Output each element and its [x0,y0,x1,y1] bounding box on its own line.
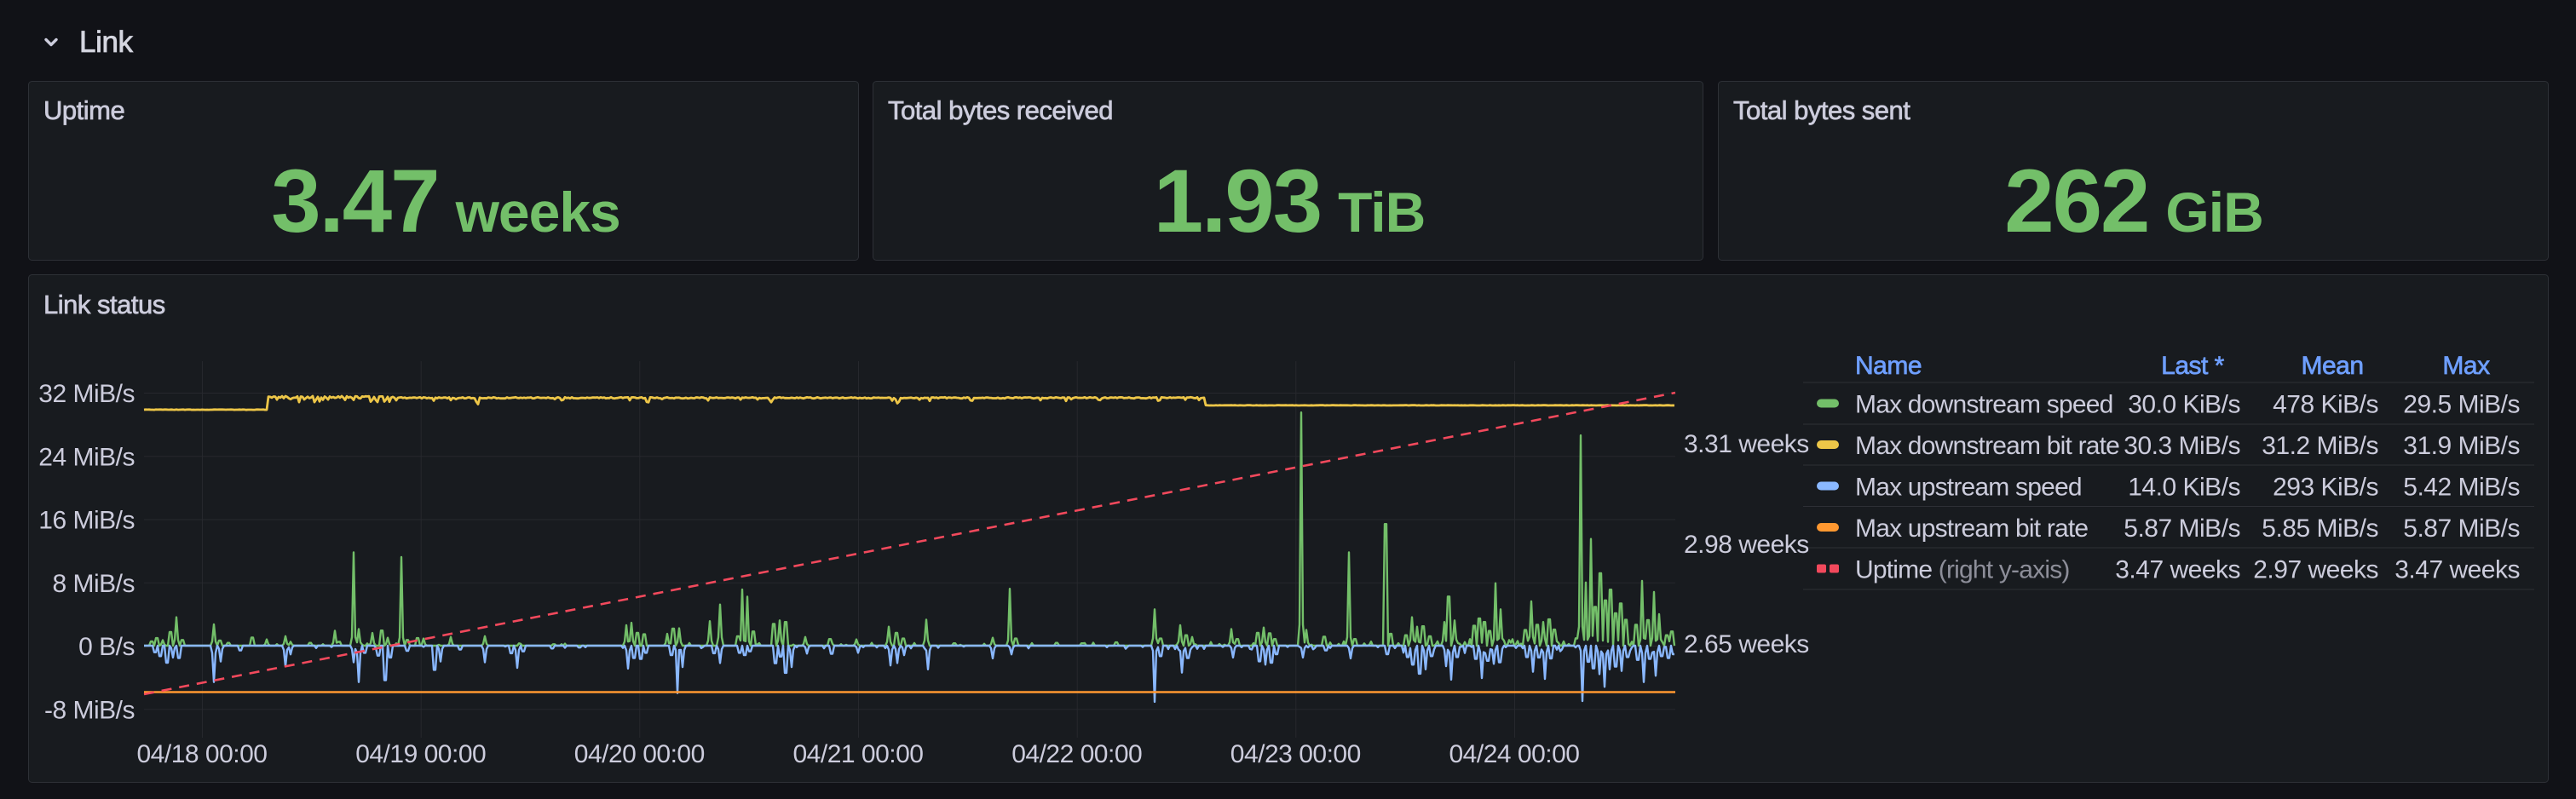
svg-text:Max upstream bit rate: Max upstream bit rate [1855,514,2088,543]
svg-text:293 KiB/s: 293 KiB/s [2273,474,2378,502]
svg-text:Mean: Mean [2301,352,2363,380]
svg-text:5.87 MiB/s: 5.87 MiB/s [2403,514,2520,543]
svg-text:3.47 weeks: 3.47 weeks [2115,556,2240,584]
svg-text:Uptime (right y-axis): Uptime (right y-axis) [1855,556,2070,584]
svg-text:5.87 MiB/s: 5.87 MiB/s [2124,514,2240,543]
svg-text:32 MiB/s: 32 MiB/s [38,380,135,408]
svg-text:Max downstream bit rate: Max downstream bit rate [1855,432,2119,460]
svg-text:Max: Max [2442,352,2490,380]
svg-text:8 MiB/s: 8 MiB/s [52,570,135,598]
svg-text:Total bytes sent: Total bytes sent [1733,95,1910,125]
svg-text:Max upstream speed: Max upstream speed [1855,474,2082,502]
svg-text:2.65 weeks: 2.65 weeks [1684,630,1809,658]
svg-text:5.85 MiB/s: 5.85 MiB/s [2262,514,2378,543]
svg-text:14.0 KiB/s: 14.0 KiB/s [2128,474,2240,502]
svg-text:31.2 MiB/s: 31.2 MiB/s [2262,432,2378,460]
svg-text:Last *: Last * [2161,352,2225,380]
svg-text:2.98 weeks: 2.98 weeks [1684,531,1809,559]
svg-text:2.97 weeks: 2.97 weeks [2253,556,2378,584]
svg-text:31.9 MiB/s: 31.9 MiB/s [2403,432,2520,460]
svg-text:04/23 00:00: 04/23 00:00 [1230,740,1361,768]
svg-text:3.31 weeks: 3.31 weeks [1684,430,1809,458]
svg-text:5.42 MiB/s: 5.42 MiB/s [2403,474,2520,502]
svg-text:Max downstream speed: Max downstream speed [1855,391,2113,419]
svg-text:Uptime: Uptime [43,95,124,125]
svg-text:0 B/s: 0 B/s [78,633,135,661]
svg-text:04/20 00:00: 04/20 00:00 [574,740,705,768]
svg-text:29.5 MiB/s: 29.5 MiB/s [2403,391,2520,419]
svg-text:16 MiB/s: 16 MiB/s [38,507,135,535]
svg-text:Link status: Link status [43,290,165,319]
svg-text:24 MiB/s: 24 MiB/s [38,443,135,471]
svg-text:Name: Name [1855,352,1922,380]
svg-text:04/18 00:00: 04/18 00:00 [137,740,268,768]
svg-text:Total bytes received: Total bytes received [888,95,1113,125]
svg-text:3.47 weeks: 3.47 weeks [2394,556,2520,584]
svg-text:04/21 00:00: 04/21 00:00 [793,740,924,768]
svg-text:Link: Link [79,26,134,59]
svg-text:478 KiB/s: 478 KiB/s [2273,391,2378,419]
svg-text:-8 MiB/s: -8 MiB/s [44,696,135,724]
svg-text:04/22 00:00: 04/22 00:00 [1011,740,1142,768]
svg-text:04/24 00:00: 04/24 00:00 [1449,740,1580,768]
svg-text:30.0 KiB/s: 30.0 KiB/s [2128,391,2240,419]
svg-text:04/19 00:00: 04/19 00:00 [355,740,486,768]
svg-text:30.3 MiB/s: 30.3 MiB/s [2124,432,2240,460]
